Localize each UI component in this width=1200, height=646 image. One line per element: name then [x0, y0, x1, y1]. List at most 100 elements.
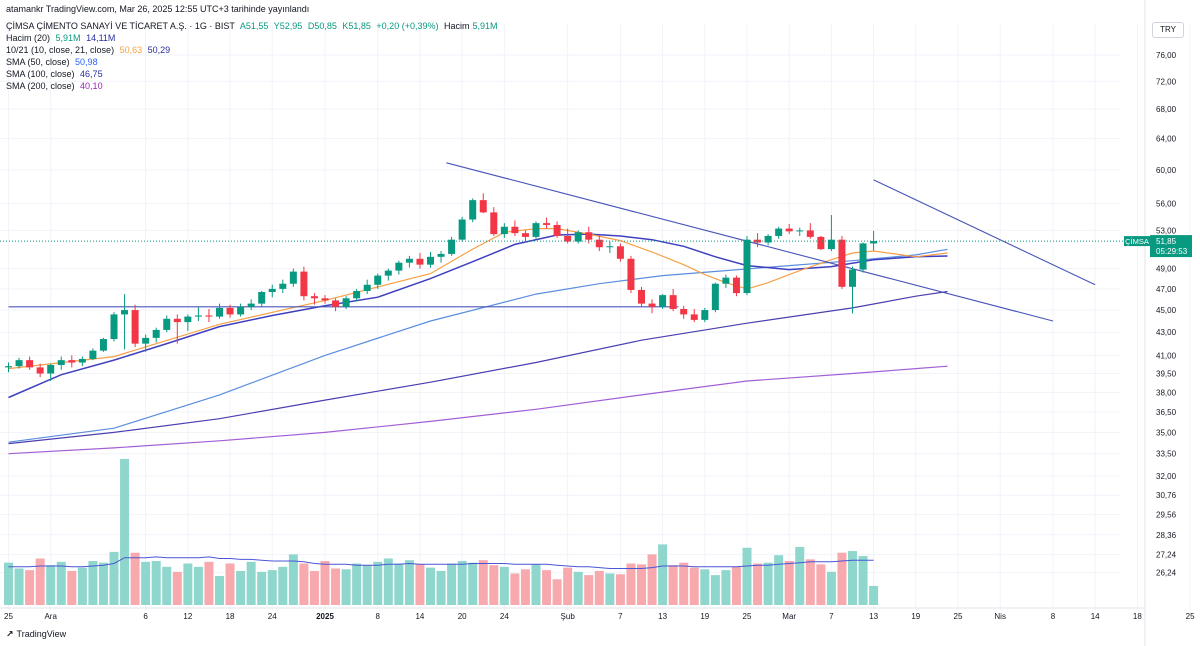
y-tick-label: 38,00	[1156, 388, 1177, 397]
candle-body	[142, 337, 150, 344]
y-tick-label: 30,76	[1156, 491, 1177, 500]
x-tick-label: 18	[226, 612, 235, 621]
volume-bar	[109, 551, 119, 605]
y-tick-label: 32,00	[1156, 472, 1177, 481]
volume-bar	[236, 570, 246, 605]
symbol-tag: ÇİMSA	[1125, 237, 1149, 246]
volume-bar	[468, 562, 478, 605]
candle-body	[627, 258, 635, 290]
x-tick-label: 25	[4, 612, 13, 621]
candle-body	[395, 262, 403, 271]
candle-body	[680, 308, 688, 315]
candle-body	[490, 212, 498, 235]
volume-bar	[742, 547, 752, 605]
volume-bar	[784, 561, 794, 605]
volume-bar	[584, 575, 594, 605]
candle-body	[701, 310, 709, 320]
candle-body	[595, 239, 603, 248]
candle-body	[173, 318, 181, 323]
candle-body	[606, 246, 614, 248]
candle-body	[659, 295, 667, 307]
volume-bar	[837, 552, 847, 605]
sma100-line	[8, 290, 948, 445]
y-tick-label: 60,00	[1156, 166, 1177, 175]
volume-bar	[172, 571, 182, 605]
volume-bar	[193, 566, 203, 605]
x-tick-label: 14	[415, 612, 424, 621]
ema-label: 10/21 (10, close, 21, close)	[6, 45, 115, 55]
x-tick-label: 12	[183, 612, 192, 621]
candle-body	[57, 360, 65, 365]
volume-bar	[774, 555, 784, 605]
y-tick-label: 64,00	[1156, 135, 1177, 144]
candle-body	[78, 358, 86, 363]
last-price-tag-bg	[1150, 235, 1192, 258]
legend-ema-row[interactable]: 10/21 (10, close, 21, close) 50,63 50,29	[6, 45, 173, 56]
x-tick-label: 13	[658, 612, 667, 621]
candle-body	[838, 239, 846, 287]
volume-bar	[805, 559, 815, 605]
currency-button[interactable]: TRY	[1152, 22, 1184, 38]
volume-value: 5,91M	[472, 21, 498, 31]
volume-bar	[753, 563, 763, 605]
volume-bar	[46, 565, 56, 605]
legend-symbol-row: ÇİMSA ÇİMENTO SANAYİ VE TİCARET A.Ş. · 1…	[6, 21, 501, 32]
candle-body	[775, 228, 783, 236]
sma100-value: 46,75	[80, 69, 103, 79]
legend-sma50-row[interactable]: SMA (50, close) 50,98	[6, 57, 101, 68]
candle-body	[743, 239, 751, 294]
volume-bar	[542, 570, 552, 605]
volume-bar	[130, 552, 140, 605]
ohlc-high: Y52,95	[273, 21, 303, 31]
legend-sma100-row[interactable]: SMA (100, close) 46,75	[6, 69, 106, 80]
x-tick-label: Şub	[561, 612, 576, 621]
volume-bar	[795, 546, 805, 605]
legend-hacim20-row[interactable]: Hacim (20) 5,91M 14,11M	[6, 33, 118, 44]
candle-body	[36, 367, 44, 374]
tradingview-logo[interactable]: ↗ TradingView	[6, 628, 66, 640]
volume-bar	[478, 560, 488, 605]
volume-bar	[426, 567, 435, 605]
x-tick-label: 2025	[316, 612, 334, 621]
legend-sma200-row[interactable]: SMA (200, close) 40,10	[6, 81, 106, 92]
volume-bar	[510, 573, 520, 605]
y-tick-label: 27,24	[1156, 550, 1177, 559]
candle-body	[553, 224, 561, 236]
volume-bar	[848, 551, 857, 605]
y-tick-label: 29,56	[1156, 511, 1177, 520]
volume-bar	[373, 561, 383, 605]
candle-body	[342, 298, 350, 307]
sma50-line	[8, 248, 948, 443]
sma200-line	[8, 365, 948, 455]
x-tick-label: 6	[143, 612, 148, 621]
candle-body	[353, 290, 361, 299]
candle-body	[15, 360, 23, 367]
volume-bar	[394, 563, 404, 605]
candle-body	[511, 226, 519, 234]
candle-body	[300, 271, 308, 297]
volume-bar	[120, 458, 130, 605]
candle-body	[806, 230, 814, 237]
bar-countdown: 05:29:53	[1156, 247, 1188, 256]
volume-bar	[257, 571, 267, 605]
candle-body	[448, 239, 456, 254]
candle-body	[870, 241, 878, 244]
symbol-tag-bg	[1124, 236, 1150, 247]
y-tick-label: 36,50	[1156, 408, 1177, 417]
candle-body	[384, 270, 392, 276]
volume-bar	[489, 565, 499, 605]
y-tick-label: 26,24	[1156, 569, 1177, 578]
candle-body	[849, 269, 856, 287]
symbol-name[interactable]: ÇİMSA ÇİMENTO SANAYİ VE TİCARET A.Ş. · 1…	[6, 21, 235, 31]
candle-body	[616, 246, 624, 259]
x-tick-label: 19	[911, 612, 920, 621]
y-tick-label: 33,50	[1156, 450, 1177, 459]
candle-body	[68, 360, 76, 363]
volume-bar	[299, 563, 309, 605]
candle-body	[184, 316, 192, 323]
volume-bar	[731, 566, 741, 605]
y-tick-label: 72,00	[1156, 77, 1177, 86]
volume-bar	[4, 562, 13, 605]
tradingview-logo-text: TradingView	[16, 629, 67, 639]
